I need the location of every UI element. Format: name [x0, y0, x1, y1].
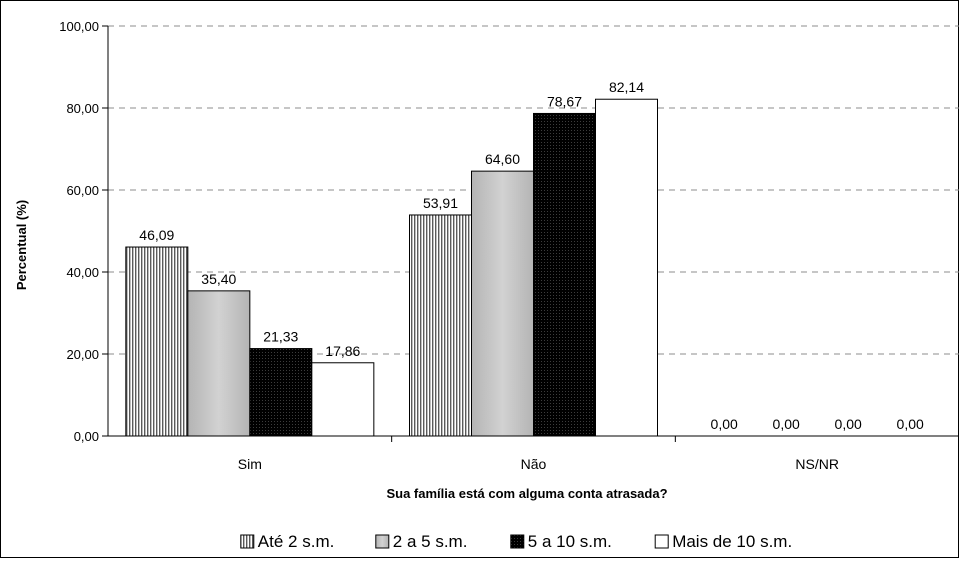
x-axis-title: Sua família está com alguma conta atrasa…: [386, 486, 667, 501]
data-label: 82,14: [609, 79, 644, 95]
legend-swatch: [375, 534, 390, 549]
data-label: 0,00: [773, 416, 800, 432]
axes: 0,00 20,00 40,00 60,00 80,00 100,00 Sim Não NS/N…: [59, 19, 959, 472]
bars: [125, 98, 658, 437]
legend: Até 2 s.m. 2 a 5 s.m. 5 a 10 s.m. Mais de 1…: [240, 532, 792, 551]
bar: [595, 98, 658, 437]
data-label: 78,67: [547, 93, 582, 109]
bar: [409, 214, 472, 437]
data-label: 64,60: [485, 151, 520, 167]
bar: [311, 362, 375, 437]
y-tick-label: 80,00: [66, 101, 99, 116]
data-label: 0,00: [897, 416, 924, 432]
gridlines: [108, 25, 959, 355]
legend-swatch: [654, 534, 669, 549]
data-label: 53,91: [423, 195, 458, 211]
y-tick-label: 60,00: [66, 183, 99, 198]
bar: [187, 290, 251, 437]
y-tick-label: 20,00: [66, 347, 99, 362]
data-label: 0,00: [835, 416, 862, 432]
data-label: 17,86: [325, 343, 360, 359]
x-category-label: Sim: [238, 456, 262, 472]
y-tick-label: 0,00: [74, 429, 99, 444]
legend-swatch: [240, 534, 255, 549]
legend-label: 2 a 5 s.m.: [393, 532, 468, 551]
legend-label: Mais de 10 s.m.: [672, 532, 792, 551]
data-label: 35,40: [201, 271, 236, 287]
data-label: 0,00: [711, 416, 738, 432]
data-labels: 46,09 35,40 21,33 17,86 53,91 64,60 78,67 82,14…: [139, 79, 924, 432]
y-tick-label: 100,00: [59, 19, 99, 34]
x-category-label: NS/NR: [795, 456, 839, 472]
bar: [125, 246, 189, 437]
bar: [471, 170, 534, 437]
x-category-label: Não: [521, 456, 547, 472]
legend-label: Até 2 s.m.: [258, 532, 335, 551]
data-label: 46,09: [139, 227, 174, 243]
legend-label: 5 a 10 s.m.: [528, 532, 612, 551]
y-tick-label: 40,00: [66, 265, 99, 280]
legend-swatch: [510, 534, 525, 549]
data-label: 21,33: [263, 329, 298, 345]
y-axis-title: Percentual (%): [14, 200, 29, 290]
bar: [249, 348, 313, 437]
bar: [533, 112, 596, 437]
